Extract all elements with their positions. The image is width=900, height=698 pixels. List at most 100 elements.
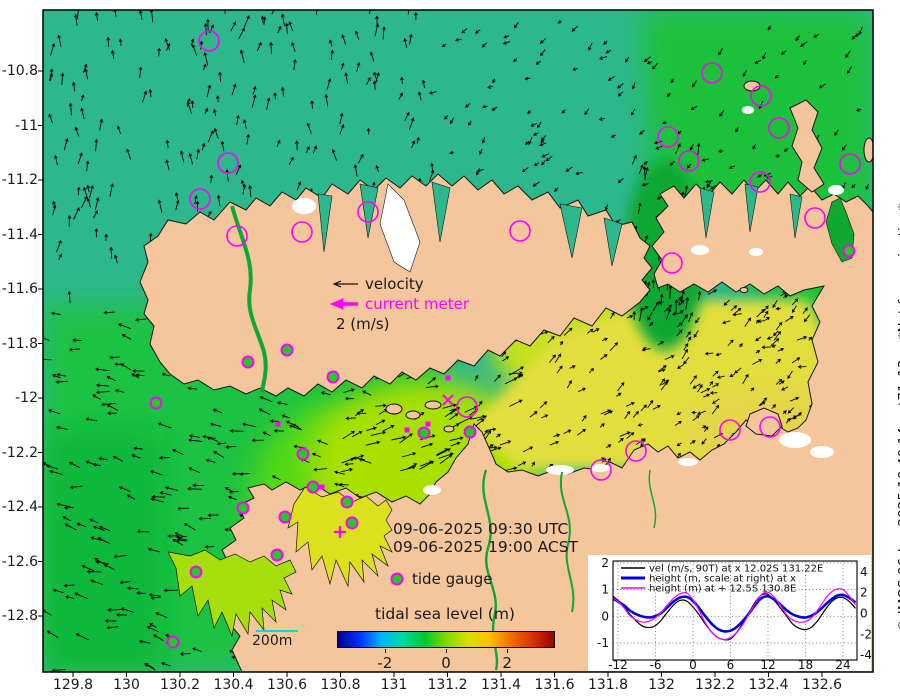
intertidal-patch <box>691 245 709 255</box>
current-meter-markers <box>189 30 861 481</box>
x-tick-label: 131 <box>380 677 408 693</box>
small-island <box>405 410 421 420</box>
intertidal-patch <box>678 458 698 466</box>
inset-right-tick: 4 <box>860 565 868 579</box>
current-meter-legend-arrow <box>329 298 358 310</box>
meter-square <box>445 375 451 381</box>
current-meter-circle <box>759 416 781 438</box>
inset-right-tick: 0 <box>860 607 868 621</box>
tide-gauge-dot <box>390 572 404 586</box>
map-border <box>42 9 874 673</box>
x-tick-label: 130.6 <box>266 677 308 693</box>
speed-scale-label: 2 (m/s) <box>336 315 390 333</box>
inset-right-tick: -4 <box>860 648 871 662</box>
inset-x-tick: -6 <box>650 658 662 671</box>
colorbar-tick <box>384 649 386 653</box>
tide-gauge-dot <box>340 495 354 509</box>
coastal-inlet <box>359 183 379 239</box>
current-meter-circle <box>661 252 683 274</box>
current-meter-circle <box>226 225 248 247</box>
current-meter-circle <box>768 117 790 139</box>
inset-x-tick: 24 <box>835 658 850 671</box>
watermark-text: © IMOS 06-Jun-2025 10:40:14 out71_13c . … <box>896 203 900 632</box>
x-tick-label: 131.6 <box>534 677 575 693</box>
x-tick-label: 130.4 <box>213 677 254 693</box>
inset-series-2 <box>613 588 856 641</box>
meter-square <box>275 421 281 427</box>
x-tick-label: 131.4 <box>480 677 522 693</box>
inset-x-tick: 0 <box>689 658 697 671</box>
white-inlet <box>379 183 421 273</box>
x-tick-label: 132.4 <box>748 677 789 693</box>
coastal-inlet <box>744 183 759 233</box>
inset-right-tick: 2 <box>860 586 868 600</box>
y-tick-label: -11.2 <box>1 172 38 188</box>
tide-gauge-dot <box>842 244 856 258</box>
meter-square <box>319 484 325 490</box>
intertidal-patch <box>828 185 844 195</box>
inset-legend-entry: vel (m/s, 90T) at x 12.02S 131.22E <box>649 564 823 575</box>
inset-left-tick: 1 <box>601 583 609 597</box>
inset-chart: vel (m/s, 90T) at x 12.02S 131.22E height… <box>588 555 872 672</box>
intertidal-patch <box>779 432 811 448</box>
tide-gauge-dot <box>241 355 255 369</box>
current-meter-legend-label: current meter <box>365 295 469 313</box>
current-meter-circle <box>701 62 723 84</box>
current-meter-circle <box>678 150 700 172</box>
tide-gauge-dot <box>417 426 431 440</box>
inset-plot-box <box>612 560 858 661</box>
tide-gauge-markers <box>149 244 856 649</box>
inset-grid <box>613 561 857 660</box>
inset-series-0 <box>613 593 856 641</box>
tide-gauge-dot <box>306 480 320 494</box>
current-meter-squares <box>275 375 451 490</box>
colorbar-title: tidal sea level (m) <box>375 605 515 623</box>
tide-gauge-dot <box>189 565 203 579</box>
tide-gauge-dot <box>278 510 292 524</box>
y-tick-label: -12 <box>15 390 38 406</box>
inset-left-tick: -1 <box>597 636 609 650</box>
y-tick-label: -11.6 <box>1 281 38 297</box>
scalebar-label: 200m <box>252 633 293 649</box>
inset-x-tick: -12 <box>608 658 628 671</box>
current-meter-circle <box>749 171 771 193</box>
y-tick-label: -12.2 <box>1 444 38 461</box>
y-tick-label: -11 <box>15 117 38 134</box>
x-tick-label: 132.2 <box>694 677 736 693</box>
inset-left-tick: 2 <box>601 556 609 570</box>
station-plus-marker <box>334 526 346 538</box>
intertidal-patch <box>810 446 834 458</box>
tiwi-islands <box>139 173 653 397</box>
tide-gauge-dot <box>270 548 284 562</box>
timestamp-utc: 09-06-2025 09:30 UTC <box>393 520 569 538</box>
intertidal-patch <box>423 485 441 495</box>
current-meter-circle <box>719 419 741 441</box>
velocity-legend-arrow <box>332 280 358 288</box>
intertidal-patch <box>292 198 316 214</box>
coastal-inlet <box>431 181 451 243</box>
axis-ticks <box>38 70 823 677</box>
tide-gauge-dot <box>463 425 477 439</box>
y-tick-label: -11.8 <box>1 335 38 352</box>
inset-legend-entry: height (m, scale at right) at x <box>649 574 796 585</box>
current-meter-circle <box>804 207 826 229</box>
current-meter-circle <box>839 153 861 175</box>
current-meter-circle <box>189 188 211 210</box>
tide-gauge-dot <box>326 370 340 384</box>
colorbar-tick-label: 0 <box>441 654 451 672</box>
inset-legend-entry: height (m) at + 12.5S 130.8E <box>649 584 796 595</box>
inset-x-tick: 12 <box>760 658 775 671</box>
x-tick-label: 130 <box>113 677 140 693</box>
current-meter-circle <box>357 201 379 223</box>
colorbar-tick-label: -2 <box>377 654 393 672</box>
tide-gauge-dot <box>345 516 359 530</box>
small-island <box>424 400 442 410</box>
coastal-inlet <box>317 193 333 253</box>
inset-right-tick: -2 <box>860 627 871 641</box>
intertidal-patch <box>546 465 574 475</box>
apsley-strait <box>230 205 268 393</box>
tide-gauge-dot <box>280 343 294 357</box>
current-meter-circle <box>509 220 531 242</box>
coastal-inlet <box>699 187 715 239</box>
